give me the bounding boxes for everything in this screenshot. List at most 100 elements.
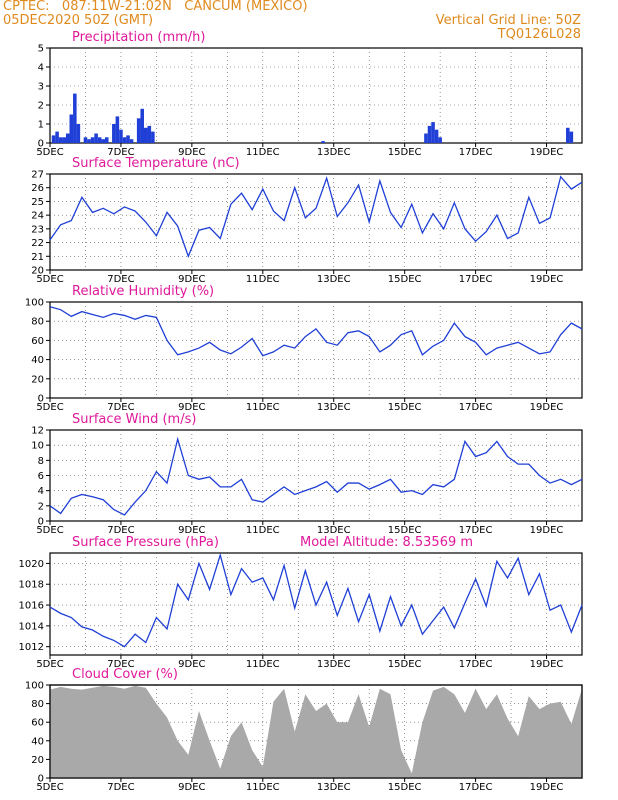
y-tick-label: 6 (38, 471, 44, 482)
x-tick-label: 11DEC (246, 659, 280, 670)
y-tick-label: 5 (38, 44, 44, 55)
x-tick-label: 9DEC (178, 525, 205, 536)
series-line (49, 436, 583, 516)
y-tick-label: 2 (38, 501, 44, 512)
x-tick-label: 7DEC (107, 402, 134, 413)
y-tick-label: 1014 (19, 621, 44, 632)
precip-bar (427, 125, 432, 143)
precip-bar (69, 114, 74, 143)
panel-frame (49, 684, 583, 779)
precip-bar (569, 131, 574, 143)
y-tick-label: 0 (38, 517, 44, 528)
panel-frame (49, 552, 583, 656)
x-tick-label: 5DEC (36, 402, 63, 413)
y-tick-label: 22 (31, 238, 44, 249)
x-tick-label: 15DEC (388, 659, 422, 670)
x-tick-label: 19DEC (530, 525, 564, 536)
panel-6: 0 20 40 60 80 100 5DEC 7DEC 9DEC 11DEC 13DEC 15DEC 1… (25, 667, 583, 793)
y-tick-label: 1 (38, 120, 44, 131)
x-tick-label: 7DEC (107, 659, 134, 670)
precip-bar (143, 127, 148, 143)
x-tick-label: 9DEC (178, 147, 205, 158)
x-tick-label: 13DEC (317, 147, 351, 158)
x-tick-label: 5DEC (36, 525, 63, 536)
y-tick-label: 60 (31, 336, 44, 347)
x-tick-label: 7DEC (107, 147, 134, 158)
panel-title: Relative Humidity (%) (72, 284, 214, 299)
x-tick-label: 11DEC (246, 274, 280, 285)
header-line1-left: CPTEC: 087:11W-21:02N CANCUM (MEXICO) (3, 0, 308, 14)
precip-bar (87, 139, 91, 143)
header-line3-right: TQ0126L028 (497, 27, 581, 42)
x-tick-label: 17DEC (459, 274, 493, 285)
x-tick-label: 9DEC (178, 782, 205, 793)
panel-frame (49, 301, 583, 399)
x-tick-label: 5DEC (36, 147, 63, 158)
panel-5: 1012 1014 1016 1018 1020 5DEC 7DEC 9DEC 11DEC 13D… (19, 535, 583, 670)
x-tick-label: 15DEC (388, 402, 422, 413)
x-tick-label: 9DEC (178, 402, 205, 413)
x-tick-label: 13DEC (317, 274, 351, 285)
panel-title: Surface Temperature (nC) (72, 156, 240, 171)
series-line (49, 306, 583, 357)
precip-bar (115, 116, 120, 143)
panel-title: Precipitation (mm/h) (72, 30, 205, 45)
panel-1: 0 1 2 3 4 5 5DEC 7DEC 9DEC 11DEC 13DEC 15DEC 17DEC 19… (36, 30, 583, 158)
y-tick-label: 25 (31, 197, 44, 208)
x-tick-label: 15DEC (388, 274, 422, 285)
x-tick-label: 15DEC (388, 525, 422, 536)
x-tick-label: 19DEC (530, 402, 564, 413)
y-tick-label: 23 (31, 224, 44, 235)
panel-frame (49, 47, 583, 144)
y-tick-label: 2 (38, 101, 44, 112)
y-tick-label: 40 (31, 355, 44, 366)
y-tick-label: 20 (31, 374, 44, 385)
panel-title: Surface Pressure (hPa) (72, 535, 219, 550)
panel-title: Cloud Cover (%) (72, 667, 178, 682)
y-tick-label: 4 (38, 63, 44, 74)
precip-bar (129, 139, 134, 143)
x-tick-label: 19DEC (530, 782, 564, 793)
precip-bar (431, 122, 435, 143)
precip-bar (424, 133, 428, 143)
y-tick-label: 0 (38, 139, 44, 150)
x-tick-label: 15DEC (388, 147, 422, 158)
x-tick-label: 5DEC (36, 274, 63, 285)
precip-bar (122, 137, 127, 143)
x-tick-label: 5DEC (36, 659, 63, 670)
y-tick-label: 20 (31, 266, 44, 277)
x-tick-label: 11DEC (246, 147, 280, 158)
x-tick-label: 13DEC (317, 525, 351, 536)
panel-title: Surface Wind (m/s) (72, 412, 196, 427)
y-tick-label: 100 (25, 298, 44, 309)
precip-bar (73, 93, 77, 143)
x-tick-label: 17DEC (459, 659, 493, 670)
x-tick-label: 17DEC (459, 147, 493, 158)
y-tick-label: 20 (31, 755, 44, 766)
y-tick-label: 4 (38, 486, 44, 497)
y-tick-label: 1016 (19, 601, 44, 612)
precip-bar (126, 135, 130, 143)
cloud-area (50, 685, 582, 778)
y-tick-label: 10 (31, 441, 44, 452)
x-tick-label: 5DEC (36, 782, 63, 793)
precip-bar (119, 129, 123, 143)
series-line (49, 552, 583, 648)
panel-frame (49, 173, 583, 271)
x-tick-label: 11DEC (246, 525, 280, 536)
y-tick-label: 80 (31, 317, 44, 328)
precip-bar (51, 135, 56, 143)
y-tick-label: 80 (31, 699, 44, 710)
y-tick-label: 27 (31, 170, 44, 181)
x-tick-label: 7DEC (107, 782, 134, 793)
x-tick-label: 9DEC (178, 659, 205, 670)
precip-bar (62, 137, 66, 143)
precip-bar (151, 131, 155, 143)
y-tick-label: 0 (38, 394, 44, 405)
y-tick-label: 100 (25, 681, 44, 692)
x-tick-label: 19DEC (530, 274, 564, 285)
precip-bar (147, 125, 152, 143)
precip-bar (101, 139, 105, 143)
precip-bar (438, 137, 442, 143)
